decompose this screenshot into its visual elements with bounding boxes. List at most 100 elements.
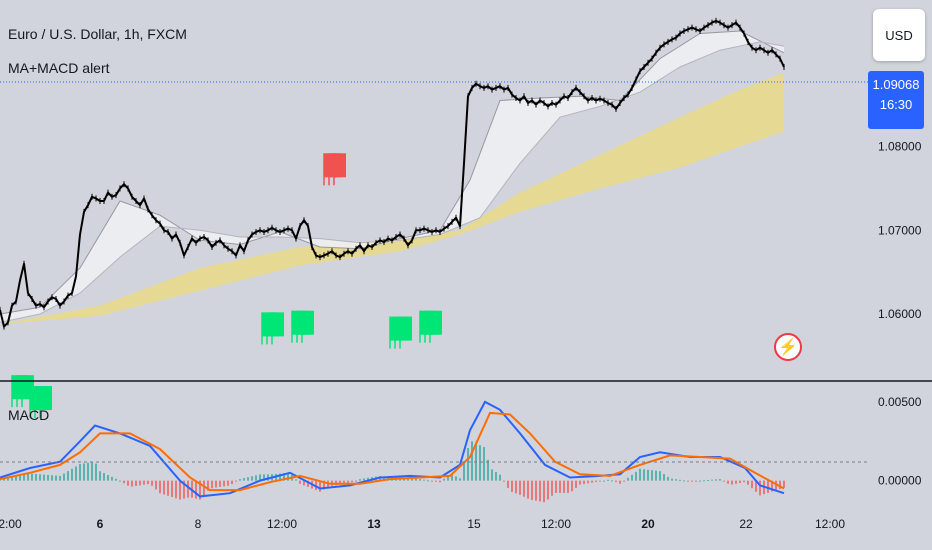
macd-histogram-bar — [227, 480, 229, 486]
symbol-title[interactable]: Euro / U.S. Dollar, 1h, FXCM — [8, 26, 187, 42]
macd-histogram-bar — [727, 480, 729, 484]
macd-histogram-bar — [511, 480, 513, 492]
macd-histogram-bar — [539, 480, 541, 502]
macd-histogram-bar — [619, 480, 621, 484]
macd-histogram-bar — [159, 480, 161, 494]
macd-histogram-bar — [583, 480, 585, 484]
buy-signal-flag — [40, 386, 52, 411]
macd-histogram-bar — [203, 480, 205, 496]
buy-signal-flag — [430, 310, 442, 335]
macd-histogram-bar — [123, 480, 125, 484]
macd-histogram-bar — [155, 480, 157, 490]
macd-histogram-bar — [27, 473, 29, 481]
macd-histogram-bar — [307, 480, 309, 487]
macd-histogram-bar — [703, 480, 705, 482]
price-axis[interactable]: 1.08000 1.07000 1.06000 — [878, 140, 922, 321]
macd-histogram-bar — [483, 447, 485, 481]
macd-histogram-bar — [167, 480, 169, 496]
last-price-value: 1.09068 — [872, 77, 920, 92]
buy-signal — [29, 386, 52, 419]
macd-histogram-bar — [655, 470, 657, 481]
macd-histogram-bar — [303, 480, 305, 486]
macd-histogram-bar — [487, 459, 489, 481]
macd-histogram-bar — [519, 480, 521, 495]
buy-signal — [291, 310, 314, 343]
macd-histogram-bar — [647, 469, 649, 481]
macd-title[interactable]: MACD — [8, 407, 50, 423]
macd-histogram-bar — [111, 476, 113, 481]
macd-histogram-bar — [351, 480, 353, 483]
macd-histogram-bar — [51, 475, 53, 481]
macd-histogram-bar — [683, 480, 685, 482]
macd-histogram-bar — [579, 480, 581, 485]
macd-histogram-bar — [495, 472, 497, 481]
macd-histogram-bar — [355, 480, 357, 482]
macd-histogram-bar — [115, 478, 117, 481]
macd-histogram-bar — [339, 480, 341, 485]
macd-histogram-bar — [347, 480, 349, 484]
macd-histogram-bar — [19, 475, 21, 481]
macd-histogram-bar — [743, 480, 745, 483]
time-tick-label: 12:00 — [541, 517, 571, 531]
macd-histogram-bar — [715, 479, 717, 481]
macd-histogram-bar — [447, 475, 449, 481]
macd-histogram-bar — [615, 480, 617, 483]
macd-histogram-bar — [663, 474, 665, 481]
macd-histogram-bar — [591, 480, 593, 483]
macd-histogram-bar — [667, 476, 669, 481]
macd-histogram-bar — [675, 479, 677, 481]
macd-histogram-bar — [71, 468, 73, 481]
macd-histogram-bar — [599, 480, 601, 482]
macd-histogram-bar — [451, 474, 453, 481]
macd-histogram-bar — [219, 480, 221, 487]
macd-histogram-bar — [107, 474, 109, 481]
macd-histogram-bar — [543, 480, 545, 503]
ma-cloud-fill — [0, 31, 784, 323]
macd-line — [0, 400, 785, 498]
ema-ribbon-fill — [0, 72, 784, 325]
macd-histogram-bar — [627, 477, 629, 481]
time-tick-label: 6 — [97, 517, 104, 531]
macd-histogram-bar — [295, 479, 297, 481]
macd-histogram-bar — [747, 480, 749, 485]
time-axis[interactable]: 2:00 6 8 12:00 13 15 12:00 20 22 12:00 — [0, 517, 845, 531]
macd-histogram-bar — [11, 476, 13, 481]
currency-button[interactable]: USD — [873, 9, 925, 61]
macd-histogram-bar — [471, 441, 473, 481]
lightning-alert-icon[interactable]: ⚡ — [774, 333, 802, 361]
macd-histogram-bar — [79, 464, 81, 481]
macd-histogram-bar — [127, 480, 129, 486]
macd-histogram-bar — [211, 480, 213, 489]
macd-histogram-bar — [687, 480, 689, 482]
macd-histogram-bar — [183, 480, 185, 499]
macd-histogram-bar — [775, 480, 777, 491]
macd-axis[interactable]: 0.00500 0.00000 — [878, 395, 922, 488]
macd-histogram-bar — [567, 480, 569, 493]
macd-histogram-bar — [383, 476, 385, 481]
macd-histogram-bar — [671, 478, 673, 481]
macd-histogram-bar — [739, 480, 741, 483]
macd-histogram-bar — [711, 479, 713, 481]
macd-histogram-bar — [527, 480, 529, 499]
price-tick-label: 1.06000 — [878, 307, 922, 321]
bar-countdown: 16:30 — [879, 97, 913, 112]
macd-histogram-bar — [595, 480, 597, 483]
signal-flags — [11, 153, 442, 419]
macd-histogram-bar — [55, 475, 57, 481]
macd-histogram-bar — [235, 480, 237, 482]
macd-histogram-bar — [279, 473, 281, 481]
macd-histogram-bar — [719, 479, 721, 481]
macd-histogram-bar — [691, 480, 693, 482]
macd-histogram-bar — [439, 480, 441, 483]
macd-histogram-bar — [635, 471, 637, 481]
macd-histogram-bar — [643, 469, 645, 481]
macd-histogram-bar — [239, 479, 241, 481]
macd-histogram-bar — [423, 479, 425, 481]
macd-histogram-bar — [47, 474, 49, 481]
sell-signal — [323, 153, 346, 186]
indicator-title[interactable]: MA+MACD alert — [8, 60, 110, 76]
macd-histogram-bar — [67, 471, 69, 481]
macd-histogram-bar — [179, 480, 181, 500]
macd-histogram-bar — [659, 471, 661, 481]
